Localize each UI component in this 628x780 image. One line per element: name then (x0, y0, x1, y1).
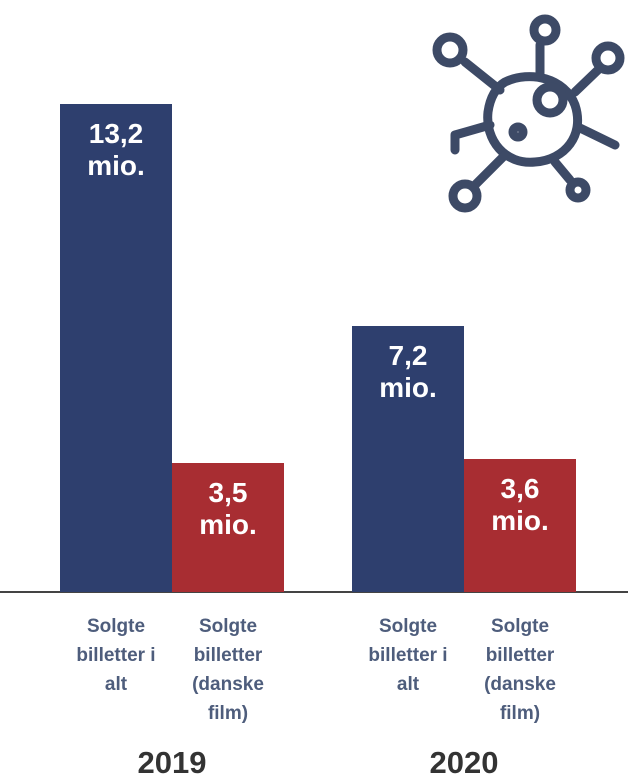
series-label: Solgte billetter (danske film) (192, 616, 264, 724)
value-label: 7,2 mio. (379, 339, 437, 403)
bar (352, 325, 464, 592)
bar (464, 458, 576, 592)
series-label: Solgte billetter i alt (368, 616, 448, 695)
value-label: 3,5 mio. (199, 476, 257, 540)
year-label: 2020 (429, 745, 499, 780)
baseline (0, 591, 628, 593)
value-label: 3,6 mio. (491, 472, 549, 536)
value-label: 13,2 mio. (87, 118, 145, 181)
bar (60, 104, 172, 592)
bar (172, 462, 284, 592)
year-label: 2019 (137, 745, 207, 780)
series-label: Solgte billetter (danske film) (484, 616, 556, 724)
series-label: Solgte billetter i alt (76, 616, 156, 695)
